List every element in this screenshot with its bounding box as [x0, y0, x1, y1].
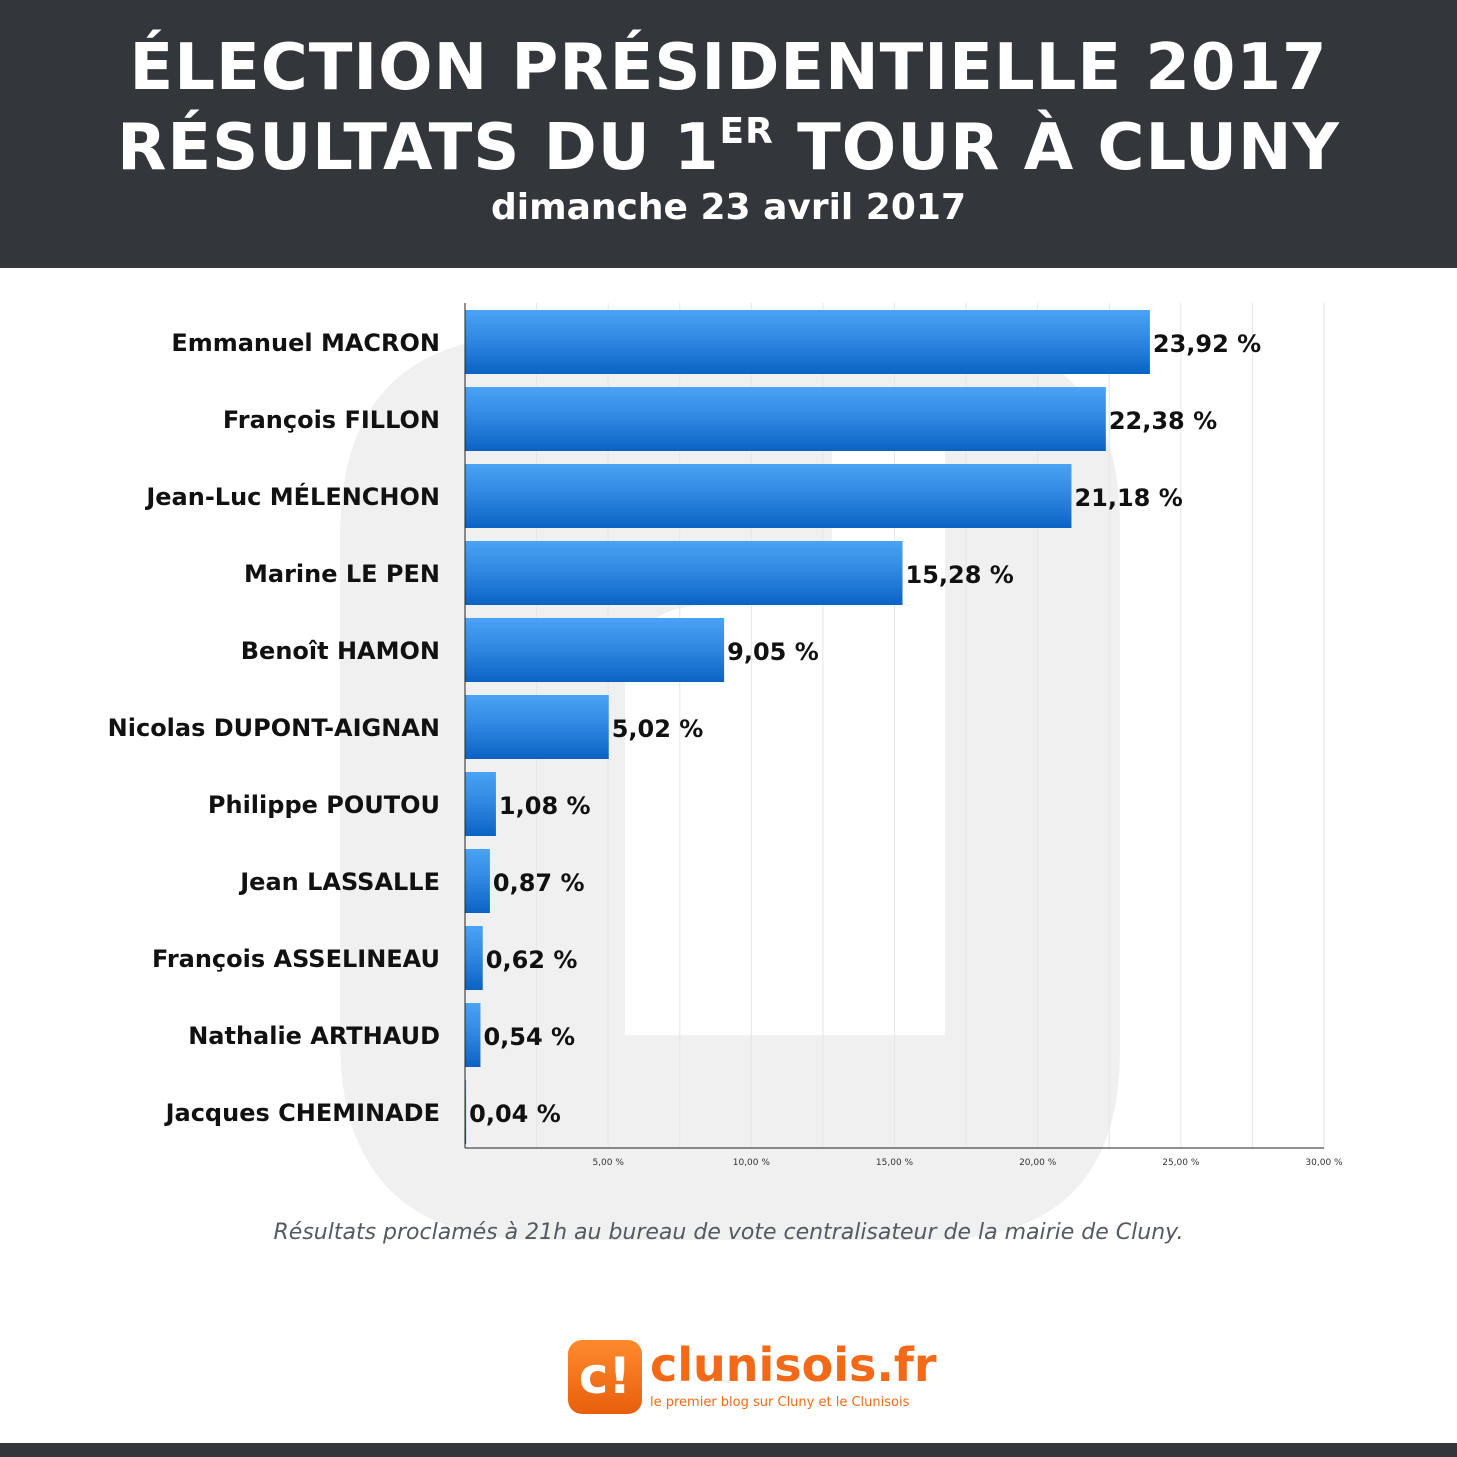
page-subtitle: dimanche 23 avril 2017 [490, 187, 966, 228]
data-label: 15,28 % [906, 561, 1014, 589]
bar [465, 464, 1072, 528]
x-tick-label: 5,00 % [592, 1158, 624, 1168]
title-superscript: ER [719, 111, 774, 152]
logo-tagline: le premier blog sur Cluny et le Clunisoi… [650, 1395, 910, 1410]
data-label: 0,04 % [469, 1100, 561, 1128]
bar [465, 772, 496, 836]
data-label: 0,62 % [486, 946, 578, 974]
bar [465, 541, 903, 605]
page-title: ÉLECTION PRÉSIDENTIELLE 2017 [129, 31, 1328, 105]
bar [465, 849, 490, 913]
data-label: 22,38 % [1109, 407, 1217, 435]
footnote: Résultats proclamés à 21h au bureau de v… [273, 1220, 1184, 1245]
category-label: Jacques CHEMINADE [164, 1099, 440, 1127]
logo-icon: c! [568, 1340, 642, 1414]
category-label: François ASSELINEAU [152, 945, 440, 973]
data-label: 23,92 % [1153, 330, 1261, 358]
bar [465, 1003, 481, 1067]
data-label: 0,54 % [483, 1023, 575, 1051]
x-tick-label: 20,00 % [1019, 1158, 1057, 1168]
data-label: 0,87 % [493, 869, 585, 897]
category-label: Jean-Luc MÉLENCHON [144, 482, 440, 511]
category-label: Emmanuel MACRON [171, 329, 440, 357]
category-label: Philippe POUTOU [208, 791, 440, 819]
category-label: Nicolas DUPONT-AIGNAN [108, 714, 440, 742]
bar [465, 1080, 467, 1144]
category-label: François FILLON [223, 406, 440, 434]
bar-chart: Emmanuel MACRON 23,92 % François FILLON 22,… [108, 303, 1343, 1168]
bar [465, 310, 1150, 374]
category-label: Benoît HAMON [241, 637, 440, 665]
bar [465, 695, 609, 759]
bar [465, 387, 1106, 451]
title-part-pre: RÉSULTATS DU 1 [117, 111, 720, 185]
bottom-bar [0, 1443, 1457, 1457]
data-label: 9,05 % [727, 638, 819, 666]
category-label: Jean LASSALLE [238, 868, 440, 896]
x-tick-label: 25,00 % [1162, 1158, 1200, 1168]
page-title-line2: RÉSULTATS DU 1ER TOUR À CLUNY [0, 108, 1457, 188]
x-tick-label: 30,00 % [1305, 1158, 1343, 1168]
x-tick-label: 15,00 % [876, 1158, 914, 1168]
data-label: 1,08 % [499, 792, 591, 820]
title-part-post: TOUR À CLUNY [773, 111, 1340, 185]
category-label: Marine LE PEN [244, 560, 440, 588]
header: ÉLECTION PRÉSIDENTIELLE 2017 RÉSULTATS D… [0, 0, 1457, 268]
clunisois-logo[interactable]: c! clunisois.fr le premier blog sur Clun… [568, 1338, 937, 1420]
category-label: Nathalie ARTHAUD [188, 1022, 440, 1050]
data-label: 5,02 % [612, 715, 704, 743]
bar [465, 926, 483, 990]
x-tick-label: 10,00 % [733, 1158, 771, 1168]
logo-name: clunisois.fr [650, 1338, 937, 1392]
logo-glyph: c! [578, 1347, 632, 1405]
data-label: 21,18 % [1074, 484, 1182, 512]
bar [465, 618, 725, 682]
